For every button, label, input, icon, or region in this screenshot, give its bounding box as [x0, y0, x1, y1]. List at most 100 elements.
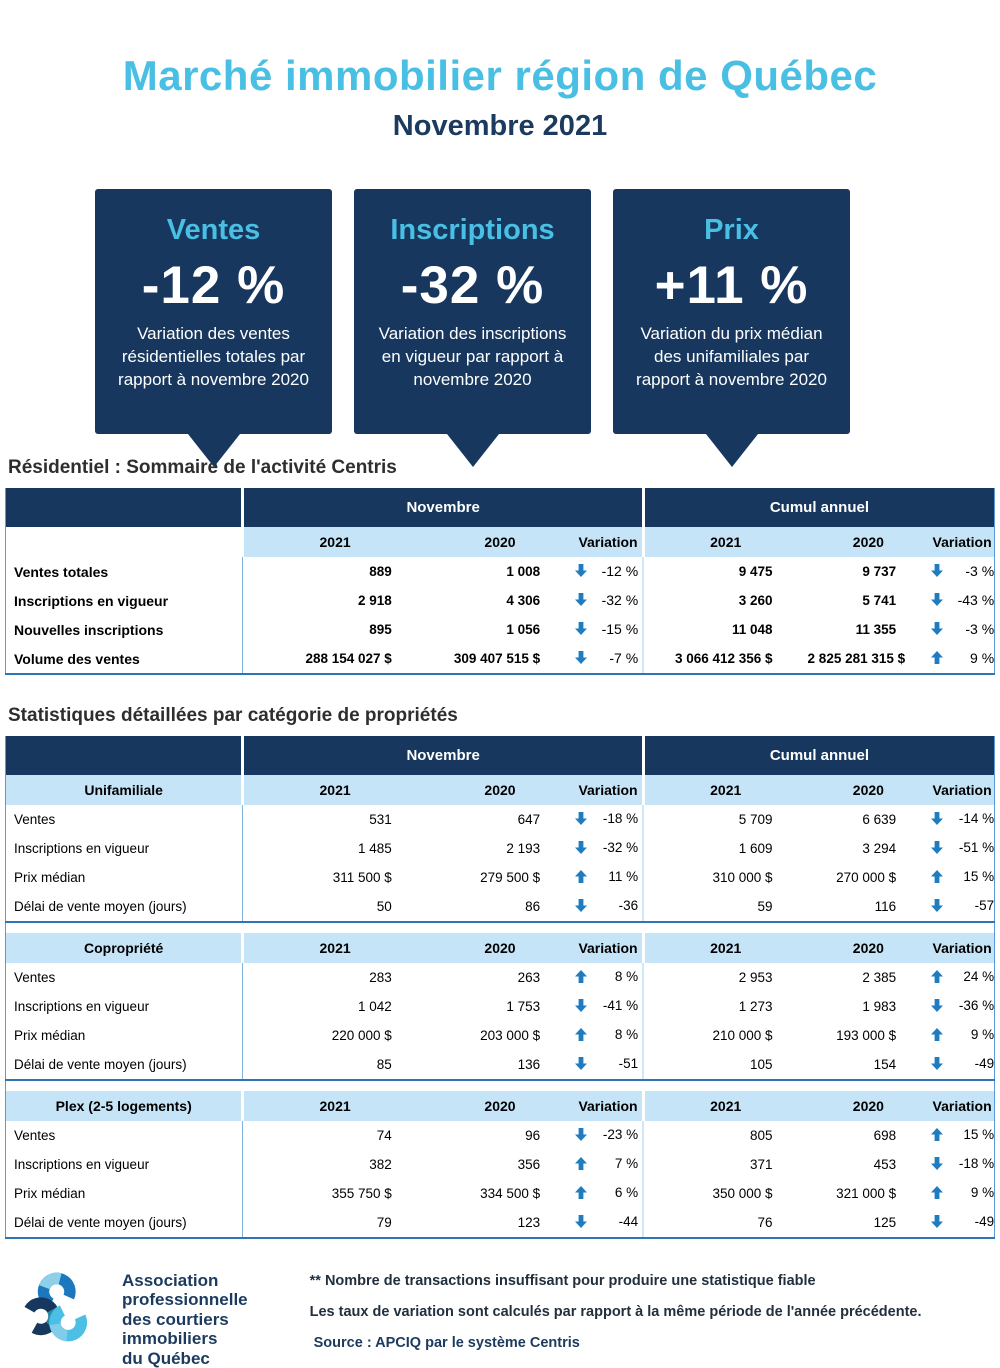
value-nov-2021: 74 — [242, 1121, 426, 1150]
variation-value: -18 % — [602, 811, 639, 826]
org-line: Association — [122, 1271, 219, 1290]
value-nov-2021: 889 — [242, 557, 426, 586]
arrow-up-icon — [931, 1186, 944, 1199]
value-nov-2020: 647 — [425, 805, 575, 834]
variation-indicator: -32 % — [575, 840, 638, 855]
variation-indicator: -36 % — [931, 998, 994, 1013]
card-value: -32 % — [400, 256, 545, 315]
value-nov-2021: 283 — [242, 963, 426, 992]
value-nov-2020: 356 — [425, 1150, 575, 1179]
column-header-2020: 2020 — [425, 933, 575, 963]
value-cum-2020: 698 — [806, 1121, 931, 1150]
value-nov-2021: 79 — [242, 1208, 426, 1239]
arrow-down-icon — [931, 812, 944, 825]
value-cum-2020: 154 — [806, 1050, 931, 1081]
value-nov-2020: 4 306 — [425, 586, 575, 615]
category-name: Unifamiliale — [5, 775, 243, 805]
variation-cell: 8 % — [574, 1021, 644, 1050]
variation-indicator: -32 % — [575, 592, 638, 608]
card-label: Prix — [704, 214, 759, 246]
org-line: immobiliers — [122, 1329, 218, 1349]
category-header-row: Copropriété 2021 2020 Variation 2021 2020 Vari… — [5, 933, 995, 963]
column-header-variation: Variation — [930, 1091, 995, 1121]
value-nov-2020: 334 500 $ — [425, 1179, 575, 1208]
column-header-variation: Variation — [574, 775, 644, 805]
variation-cell: -12 % — [574, 557, 644, 586]
variation-cell: -15 % — [574, 615, 644, 644]
variation-cell: 9 % — [930, 1179, 995, 1208]
variation-value: -57 — [974, 898, 995, 913]
table-row: Délai de vente moyen (jours) 50 86 -36 59 116… — [5, 892, 995, 923]
value-nov-2020: 1 753 — [425, 992, 575, 1021]
variation-cell: 6 % — [574, 1179, 644, 1208]
category-name: Copropriété — [5, 933, 243, 963]
table-row: Ventes totales 889 1 008 -12 % 9 475 9 737 -3 … — [5, 557, 995, 586]
arrow-down-icon — [575, 812, 588, 825]
variation-value: -41 % — [602, 998, 639, 1013]
value-nov-2021: 355 750 $ — [242, 1179, 426, 1208]
variation-cell: -36 % — [930, 992, 995, 1021]
variation-value: 24 % — [963, 969, 995, 984]
detail-group-header-row: Novembre Cumul annuel — [5, 736, 995, 775]
variation-indicator: -7 % — [575, 650, 638, 666]
table-row: Inscriptions en vigueur 382 356 7 % 371 453 -1… — [5, 1150, 995, 1179]
card-inscriptions: Inscriptions -32 % Variation des inscrip… — [354, 189, 591, 434]
variation-value: 15 % — [963, 1127, 995, 1142]
column-header-2021: 2021 — [641, 1091, 807, 1121]
variation-value: 9 % — [970, 1027, 995, 1042]
card-ventes: Ventes -12 % Variation des ventes réside… — [95, 189, 332, 434]
row-label: Délai de vente moyen (jours) — [5, 1050, 244, 1081]
footnotes: ** Nombre de transactions insuffisant po… — [310, 1267, 922, 1351]
value-cum-2020: 270 000 $ — [806, 863, 931, 892]
arrow-down-icon — [931, 999, 944, 1012]
empty-label-cell — [5, 527, 243, 557]
variation-indicator: -41 % — [575, 998, 638, 1013]
variation-cell: -3 % — [930, 615, 995, 644]
variation-cell: -3 % — [930, 557, 995, 586]
value-cum-2020: 2 385 — [806, 963, 931, 992]
block-spacer — [5, 922, 995, 933]
variation-value: -49 — [974, 1056, 995, 1071]
value-cum-2021: 805 — [642, 1121, 807, 1150]
value-nov-2021: 531 — [242, 805, 426, 834]
row-label: Délai de vente moyen (jours) — [5, 1208, 244, 1239]
variation-value: -3 % — [965, 620, 995, 637]
table-row: Prix médian 355 750 $334 500 $ 6 % 350 000 … — [5, 1179, 995, 1208]
detail-table: Novembre Cumul annuel Unifamiliale 2021 20… — [5, 736, 995, 1239]
page-subtitle: Novembre 2021 — [392, 110, 608, 142]
detail-section-title: Statistiques détaillées par catégorie de… — [8, 705, 458, 726]
report-header: Marché immobilier région de Québec Novem… — [0, 0, 1000, 143]
variation-value: -7 % — [609, 649, 639, 666]
value-cum-2021: 210 000 $ — [642, 1021, 807, 1050]
variation-value: 8 % — [614, 969, 639, 984]
source-note: Source : APCIQ par le système Centris — [313, 1335, 580, 1351]
variation-indicator: -18 % — [575, 811, 638, 826]
variation-indicator: -12 % — [575, 563, 638, 579]
row-label: Inscriptions en vigueur — [5, 1150, 244, 1179]
arrow-up-icon — [931, 970, 944, 983]
arrow-up-icon — [931, 1128, 944, 1141]
variation-value: 8 % — [614, 1027, 639, 1042]
category-name: Plex (2-5 logements) — [5, 1091, 243, 1121]
column-header-variation: Variation — [930, 933, 995, 963]
variation-indicator: -51 — [575, 1056, 638, 1071]
variation-cell: -36 — [574, 892, 644, 923]
group-header-novembre: Novembre — [241, 488, 644, 527]
table-row: Ventes 283 263 8 % 2 953 2 385 24 % — [5, 963, 995, 992]
variation-value: 6 % — [614, 1185, 639, 1200]
value-cum-2020: 116 — [806, 892, 931, 923]
table-row: Délai de vente moyen (jours) 79 123 -44 76 12… — [5, 1208, 995, 1239]
table-row: Inscriptions en vigueur 1 042 1 753 -41 % 1 … — [5, 992, 995, 1021]
variation-cell: -41 % — [574, 992, 644, 1021]
card-description: Variation du prix médian des unifamilial… — [636, 324, 827, 390]
row-label: Prix médian — [5, 863, 244, 892]
value-nov-2021: 895 — [242, 615, 426, 644]
value-cum-2021: 1 273 — [642, 992, 807, 1021]
value-cum-2021: 2 953 — [642, 963, 807, 992]
row-label: Inscriptions en vigueur — [5, 992, 244, 1021]
variation-indicator: -44 — [575, 1214, 638, 1229]
variation-indicator: -51 % — [931, 840, 994, 855]
variation-value: -12 % — [601, 562, 639, 579]
column-header-2021: 2021 — [241, 933, 426, 963]
column-header-2020: 2020 — [425, 1091, 575, 1121]
